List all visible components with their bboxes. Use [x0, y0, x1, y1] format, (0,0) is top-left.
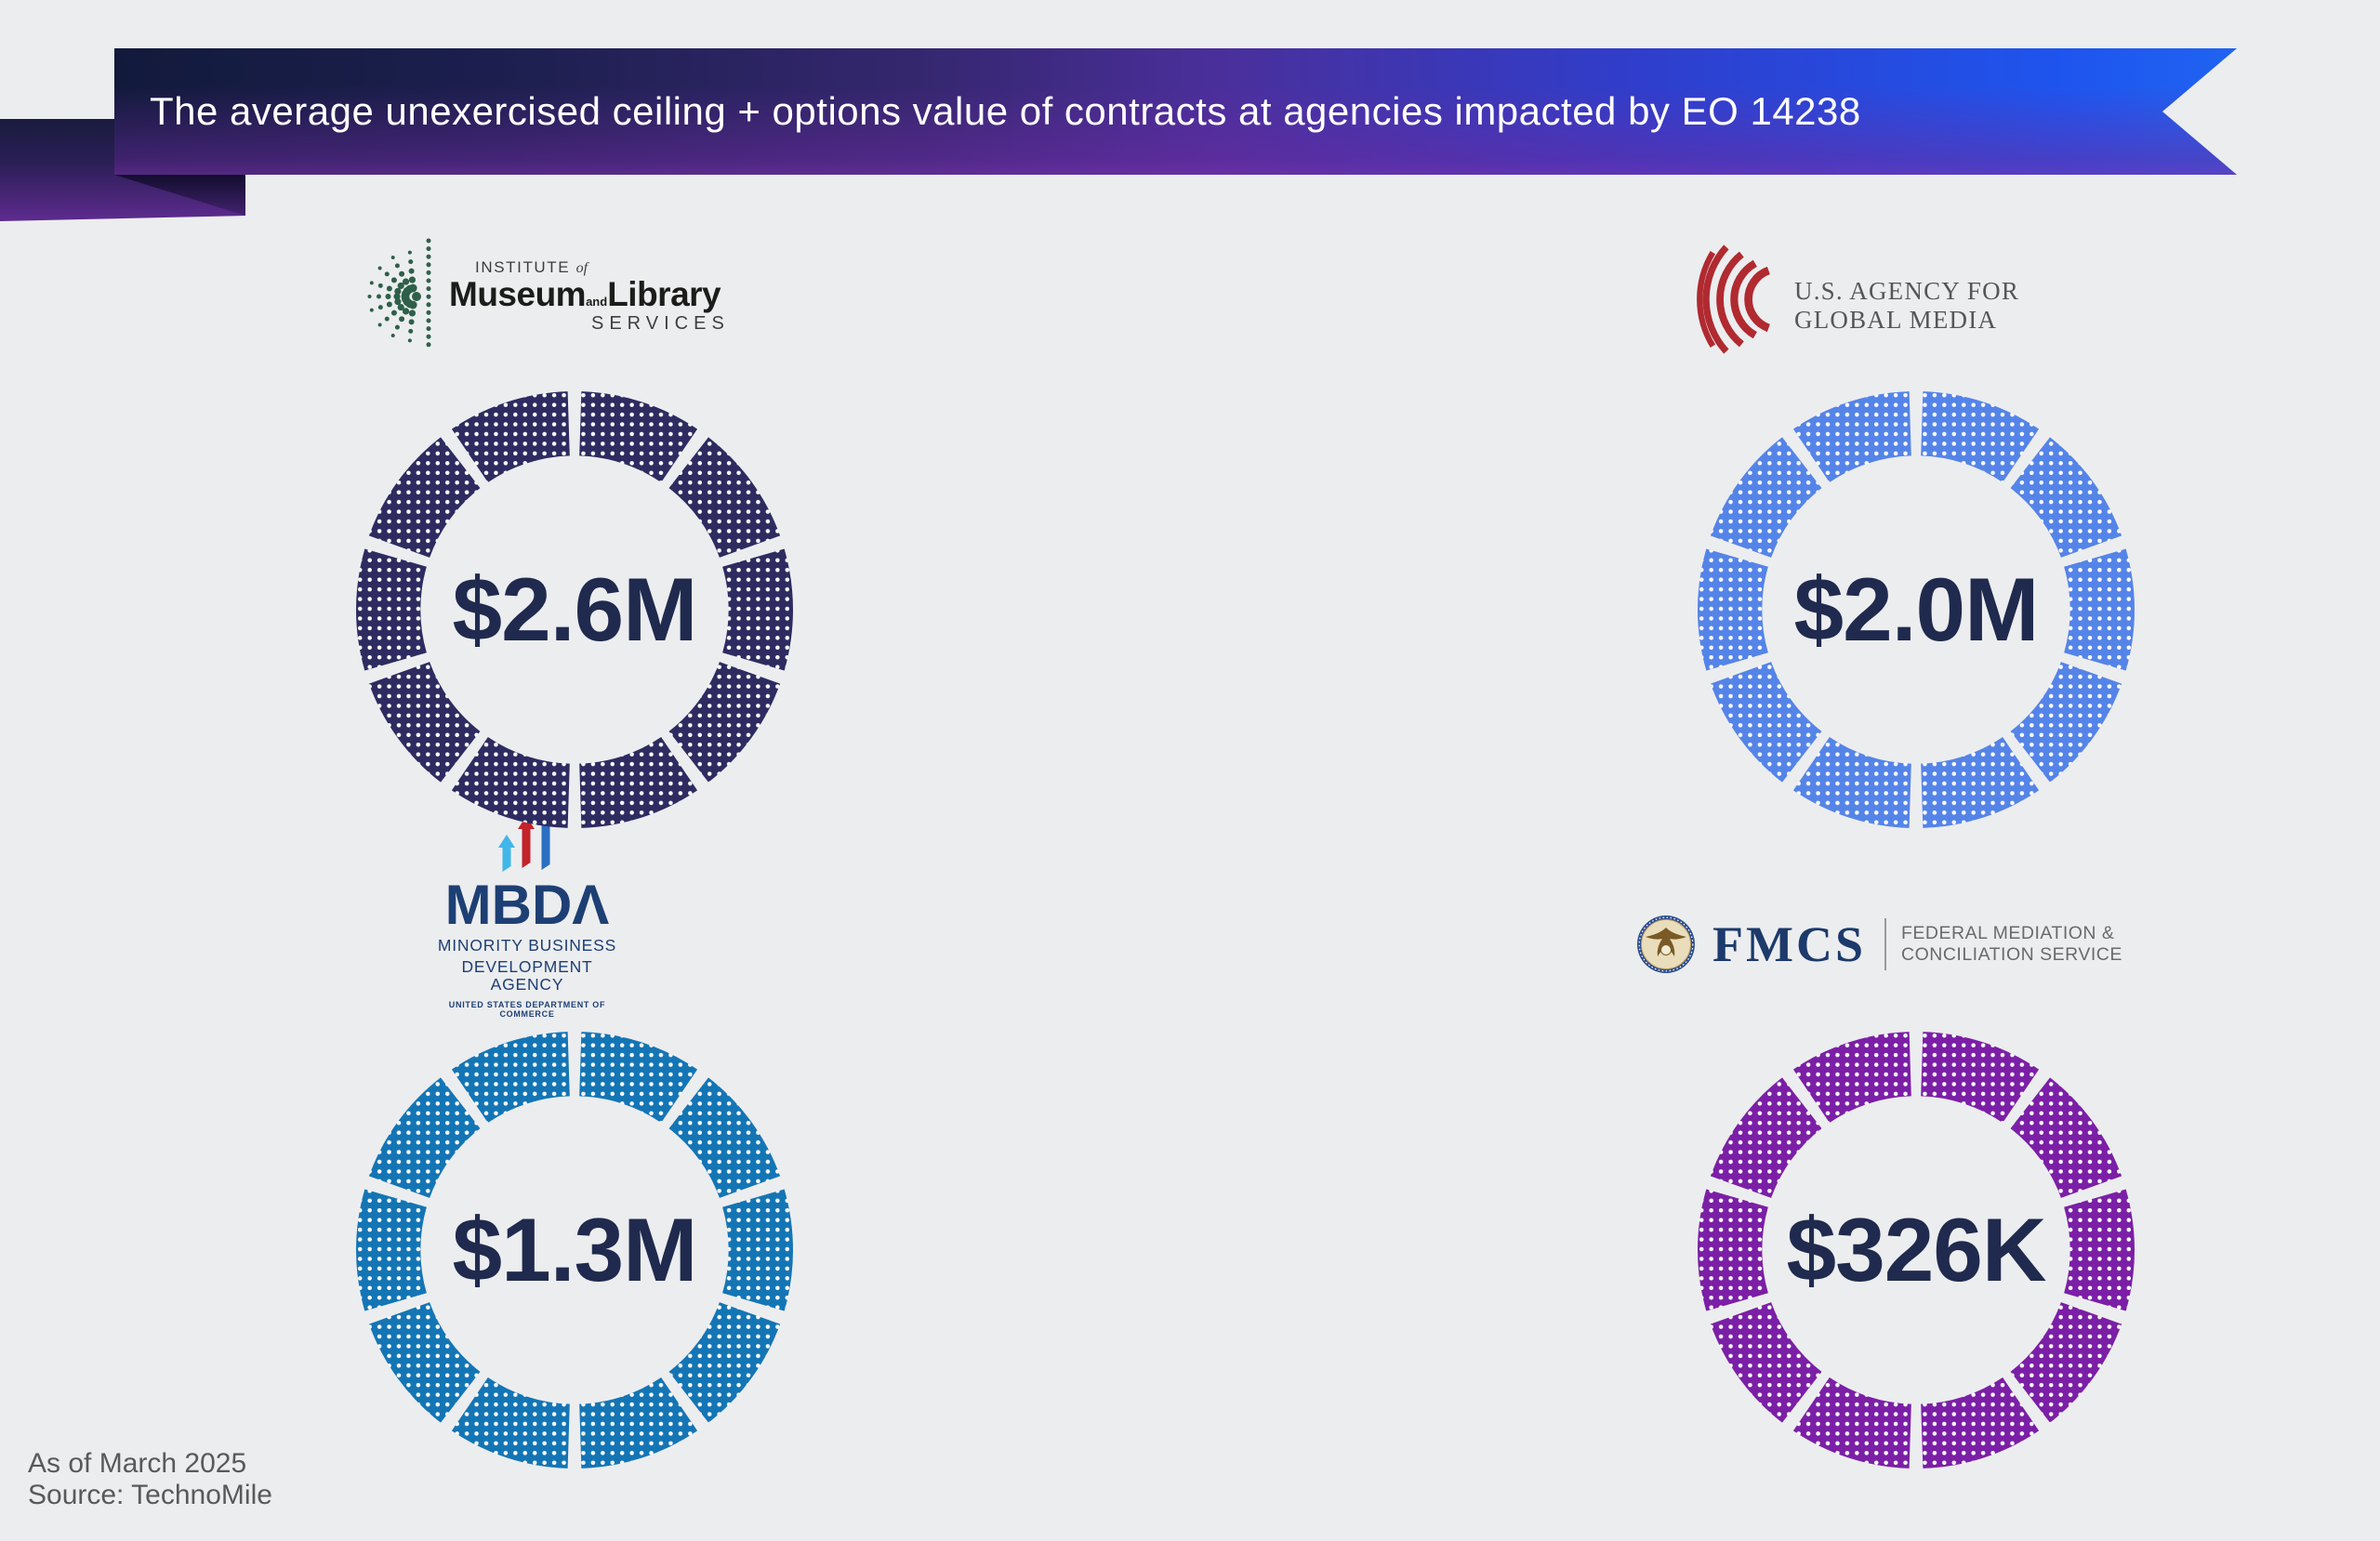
imls-museum: Museum: [449, 274, 587, 313]
mbda-line1: MINORITY BUSINESS: [437, 936, 617, 955]
mbda-line3: UNITED STATES DEPARTMENT OF COMMERCE: [448, 1000, 606, 1019]
usagm-waves-icon: [1697, 244, 1771, 354]
as-of-date: As of March 2025: [28, 1448, 247, 1479]
imls-logo: INSTITUTE of MuseumandLibrary SERVICES: [367, 238, 730, 355]
source-credit: Source: TechnoMile: [28, 1480, 272, 1510]
imls-library: Library: [607, 274, 721, 313]
donut-value: $2.0M: [1794, 560, 2039, 660]
mbda-line2: DEVELOPMENT AGENCY: [461, 957, 593, 994]
donut-value: $1.3M: [453, 1201, 697, 1300]
donut-chart-usagm: $2.0M: [1697, 390, 2135, 829]
usagm-logo: U.S. AGENCY FOR GLOBAL MEDIA: [1694, 244, 2019, 355]
imls-logo-text: INSTITUTE of MuseumandLibrary SERVICES: [449, 258, 730, 336]
imls-of: of: [575, 259, 588, 276]
fmcs-divider: [1884, 918, 1886, 970]
donut-chart-imls: $2.6M: [355, 390, 794, 829]
fmcs-acronym: FMCS: [1712, 916, 1866, 972]
imls-and: and: [586, 294, 608, 309]
fmcs-logo: FMCS FEDERAL MEDIATION & CONCILIATION SE…: [1636, 915, 2122, 974]
imls-services: SERVICES: [591, 313, 730, 335]
imls-starburst-icon: [367, 238, 431, 348]
fmcs-logo-text: FEDERAL MEDIATION & CONCILIATION SERVICE: [1901, 923, 2122, 966]
donut-value: $2.6M: [453, 560, 697, 660]
usagm-logo-text: U.S. AGENCY FOR GLOBAL MEDIA: [1794, 277, 2019, 355]
fmcs-seal-icon: [1637, 915, 1695, 973]
usagm-line2: GLOBAL MEDIA: [1794, 306, 1998, 334]
donut-chart-fmcs: $326K: [1697, 1031, 2135, 1469]
mbda-arrows-icon: [498, 812, 554, 872]
donut-value: $326K: [1786, 1201, 2045, 1300]
fmcs-line2: CONCILIATION SERVICE: [1900, 944, 2122, 965]
page-title: The average unexercised ceiling + option…: [150, 89, 1861, 133]
imls-institute: INSTITUTE: [475, 257, 571, 276]
usagm-line1: U.S. AGENCY FOR: [1794, 277, 2020, 305]
title-banner: The average unexercised ceiling + option…: [114, 48, 2237, 175]
donut-chart-mbda: $1.3M: [355, 1031, 794, 1469]
fmcs-line1: FEDERAL MEDIATION &: [1900, 923, 2115, 943]
mbda-acronym: MBDΛ: [444, 874, 610, 936]
mbda-logo: MBDΛ MINORITY BUSINESS DEVELOPMENT AGENC…: [423, 810, 631, 1019]
footer-note: As of March 2025 Source: TechnoMile: [28, 1448, 272, 1511]
